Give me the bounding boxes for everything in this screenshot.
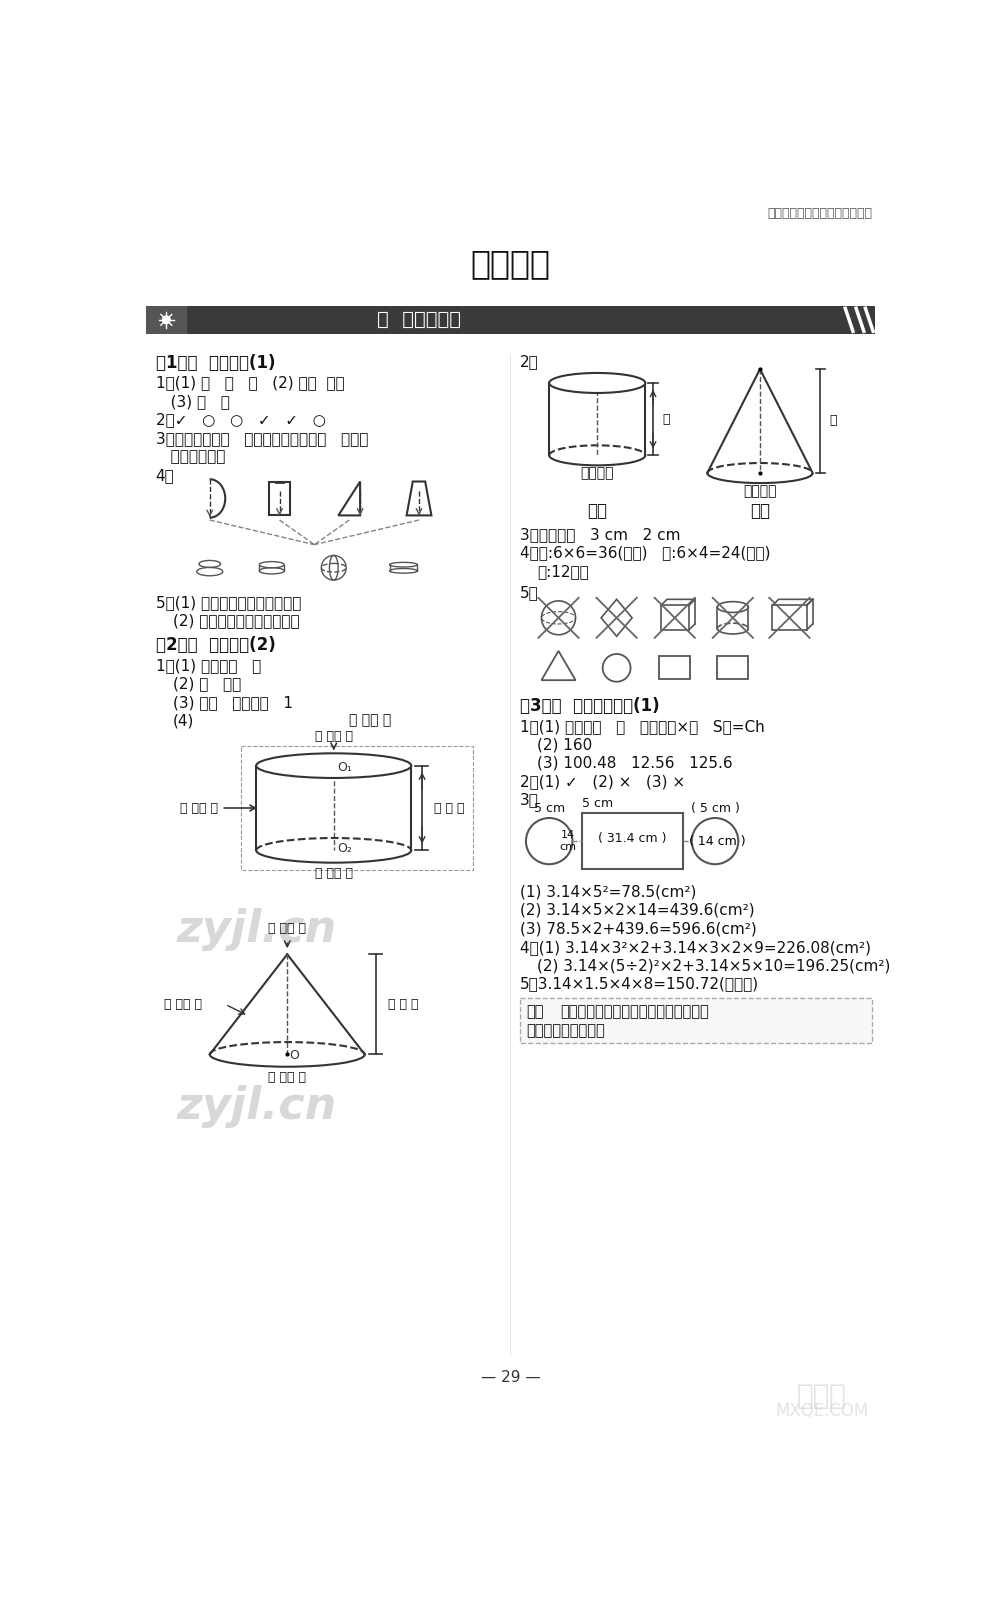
Bar — [582, 813, 682, 869]
Text: 圆锥: 圆锥 — [750, 502, 770, 520]
Text: 底面直径: 底面直径 — [743, 483, 777, 498]
Text: （ 顶点 ）: （ 顶点 ） — [268, 922, 306, 934]
Ellipse shape — [256, 754, 411, 778]
Text: 5．3.14×1.5×4×8=150.72(平方米): 5．3.14×1.5×4×8=150.72(平方米) — [520, 976, 759, 992]
Bar — [241, 746, 473, 870]
Bar — [717, 656, 748, 680]
Bar — [269, 482, 291, 515]
Text: （ 侧面 ）: （ 侧面 ） — [164, 998, 202, 1011]
Text: 柱形石柱的侧面积。: 柱形石柱的侧面积。 — [526, 1022, 605, 1038]
Text: MXQE.COM: MXQE.COM — [775, 1403, 869, 1421]
Text: 2．✓   ○   ○   ✓   ✓   ○: 2．✓ ○ ○ ✓ ✓ ○ — [155, 413, 326, 427]
Text: 第2课时  面的旋转(2): 第2课时 面的旋转(2) — [155, 637, 275, 654]
Circle shape — [162, 315, 170, 323]
Text: 5．(1) 形成线，说明点动成线。: 5．(1) 形成线，说明点动成线。 — [155, 595, 301, 610]
Text: 3．: 3． — [520, 792, 539, 808]
Text: 5 cm: 5 cm — [582, 797, 613, 810]
Text: 1．(1) 线   面   体   (2) 圆柱  圆锥: 1．(1) 线 面 体 (2) 圆柱 圆锥 — [155, 376, 345, 390]
Text: （ 高 ）: （ 高 ） — [388, 998, 418, 1011]
Text: ( 14 cm ): ( 14 cm ) — [688, 835, 745, 848]
Text: 1．(1) 底面周长   高   底面周长×高   S侧=Ch: 1．(1) 底面周长 高 底面周长×高 S侧=Ch — [520, 718, 765, 734]
Text: 第1课时  面的旋转(1): 第1课时 面的旋转(1) — [155, 354, 275, 371]
Text: 4．: 4． — [155, 467, 174, 483]
Text: 3．圆锥、长方体   圆锥、圆柱、长方体   圆锥、: 3．圆锥、长方体 圆锥、圆柱、长方体 圆锥、 — [155, 430, 368, 446]
Text: 高:12厘米: 高:12厘米 — [537, 563, 589, 579]
Text: O₁: O₁ — [337, 760, 352, 774]
Text: ( 31.4 cm ): ( 31.4 cm ) — [598, 832, 666, 845]
Text: (2) 3.14×5×2×14=439.6(cm²): (2) 3.14×5×2×14=439.6(cm²) — [520, 902, 754, 918]
Text: (2) 3.14×(5÷2)²×2+3.14×5×10=196.25(cm²): (2) 3.14×(5÷2)²×2+3.14×5×10=196.25(cm²) — [537, 958, 890, 973]
Text: 圆柱: 圆柱 — [588, 502, 608, 520]
Text: 4．长:6×6=36(厘米)   宽:6×4=24(厘米): 4．长:6×6=36(厘米) 宽:6×4=24(厘米) — [520, 546, 770, 560]
Text: — 29 —: — 29 — — [481, 1370, 540, 1386]
Text: (3) 100.48   12.56   125.6: (3) 100.48 12.56 125.6 — [537, 755, 732, 771]
Text: 1．(1) 大小相同   圆: 1．(1) 大小相同 圆 — [155, 658, 261, 674]
Bar — [520, 998, 872, 1043]
Text: 高: 高 — [662, 413, 670, 426]
Text: 14
cm: 14 cm — [560, 830, 577, 851]
Text: 高: 高 — [830, 414, 838, 427]
Text: 答案圈: 答案圈 — [797, 1382, 847, 1410]
Text: 长方体、圆柱: 长方体、圆柱 — [155, 450, 225, 464]
Text: zyjl.cn: zyjl.cn — [176, 909, 337, 950]
Text: 第3课时  圆柱的表面积(1): 第3课时 圆柱的表面积(1) — [520, 698, 659, 715]
Text: (3) 圆   曲: (3) 圆 曲 — [155, 394, 229, 408]
Text: （ 侧面 ）: （ 侧面 ） — [179, 802, 217, 814]
Bar — [659, 656, 690, 680]
Bar — [773, 605, 807, 630]
Ellipse shape — [549, 373, 645, 394]
Text: (3) 顶点   底面圆心   1: (3) 顶点 底面圆心 1 — [172, 694, 293, 710]
Text: 小学数学丨北师大版丨六年级下: 小学数学丨北师大版丨六年级下 — [767, 208, 872, 221]
Bar — [146, 306, 874, 334]
Text: 2．(1) ✓   (2) ×   (3) ×: 2．(1) ✓ (2) × (3) × — [520, 774, 685, 789]
Text: （ 底面 ）: （ 底面 ） — [268, 1072, 306, 1085]
Text: (2) 160: (2) 160 — [537, 738, 592, 752]
Text: zyjl.cn: zyjl.cn — [176, 1085, 337, 1128]
Text: 5 cm: 5 cm — [534, 802, 565, 814]
Text: （ 高 ）: （ 高 ） — [434, 802, 465, 814]
Text: O₂: O₂ — [337, 842, 352, 856]
Text: 提示: 提示 — [526, 1005, 544, 1019]
Text: 一  圆柱与圆锥: 一 圆柱与圆锥 — [377, 310, 461, 330]
Text: 3．都正确。   3 cm   2 cm: 3．都正确。 3 cm 2 cm — [520, 526, 680, 542]
Bar — [146, 306, 186, 334]
Text: (4): (4) — [172, 714, 194, 728]
Text: 2．: 2． — [520, 354, 539, 368]
Text: (2) 高   无数: (2) 高 无数 — [172, 677, 241, 691]
Text: (1) 3.14×5²=78.5(cm²): (1) 3.14×5²=78.5(cm²) — [520, 885, 696, 899]
Text: O: O — [290, 1050, 300, 1062]
Bar — [660, 605, 688, 630]
Text: 4．(1) 3.14×3²×2+3.14×3×2×9=226.08(cm²): 4．(1) 3.14×3²×2+3.14×3×2×9=226.08(cm²) — [520, 939, 871, 955]
Text: (3) 78.5×2+439.6=596.6(cm²): (3) 78.5×2+439.6=596.6(cm²) — [520, 922, 757, 936]
Text: 标准答案: 标准答案 — [470, 248, 551, 280]
Text: （ 底面 ）: （ 底面 ） — [315, 730, 353, 742]
Text: （ 底面 ）: （ 底面 ） — [315, 867, 353, 880]
Text: 5．: 5． — [520, 586, 539, 600]
Text: 底面直径: 底面直径 — [581, 466, 614, 480]
Text: （ 底面 ）: （ 底面 ） — [350, 714, 391, 728]
Text: (2) 形成面，说明线动成面。: (2) 形成面，说明线动成面。 — [172, 613, 299, 629]
Text: ( 5 cm ): ( 5 cm ) — [690, 802, 739, 814]
Text: 求刷多大面积的油漆，需要计算的是圆: 求刷多大面积的油漆，需要计算的是圆 — [560, 1005, 709, 1019]
